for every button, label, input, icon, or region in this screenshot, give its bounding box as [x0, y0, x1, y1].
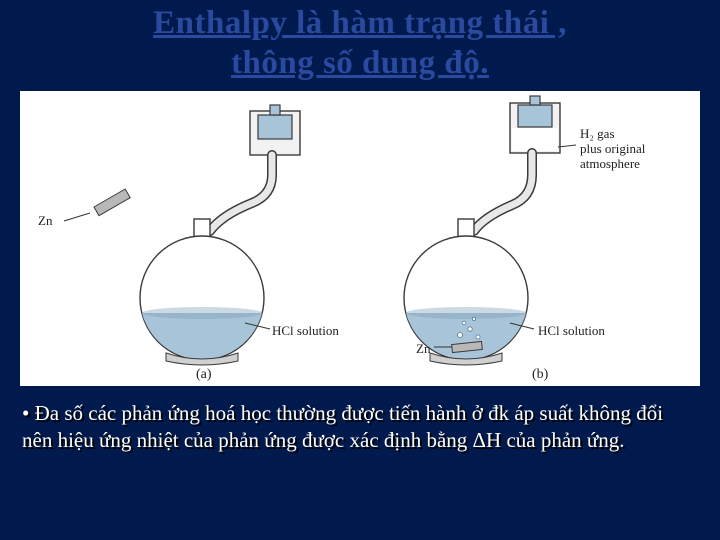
flask-b-svg: [360, 91, 700, 386]
sublabel-a: (a): [196, 367, 212, 383]
label-zn-right: Zn: [416, 341, 430, 357]
diagram-panel: Zn HCl solution H₂ gas plus original atm…: [20, 91, 700, 386]
label-hcl-right: HCl solution: [538, 323, 605, 339]
label-h2-gas: H₂ gas plus original atmosphere: [580, 127, 645, 172]
sublabel-b: (b): [532, 367, 548, 383]
label-hcl-left: HCl solution: [272, 323, 339, 339]
label-h2-l2: plus original: [580, 141, 645, 156]
title-line-2: thông số dung độ.: [20, 44, 700, 84]
caption-text: • Đa số các phản ứng hoá học thường được…: [20, 400, 700, 455]
label-zn-left: Zn: [38, 213, 52, 229]
slide-root: Enthalpy là hàm trạng thái , thông số du…: [0, 0, 720, 540]
slide-title-block: Enthalpy là hàm trạng thái , thông số du…: [20, 4, 700, 83]
title-line-1: Enthalpy là hàm trạng thái ,: [20, 4, 700, 44]
label-h2-l3: atmosphere: [580, 156, 640, 171]
flask-a-svg: [20, 91, 360, 386]
label-h2-l1: H₂ gas: [580, 126, 615, 141]
